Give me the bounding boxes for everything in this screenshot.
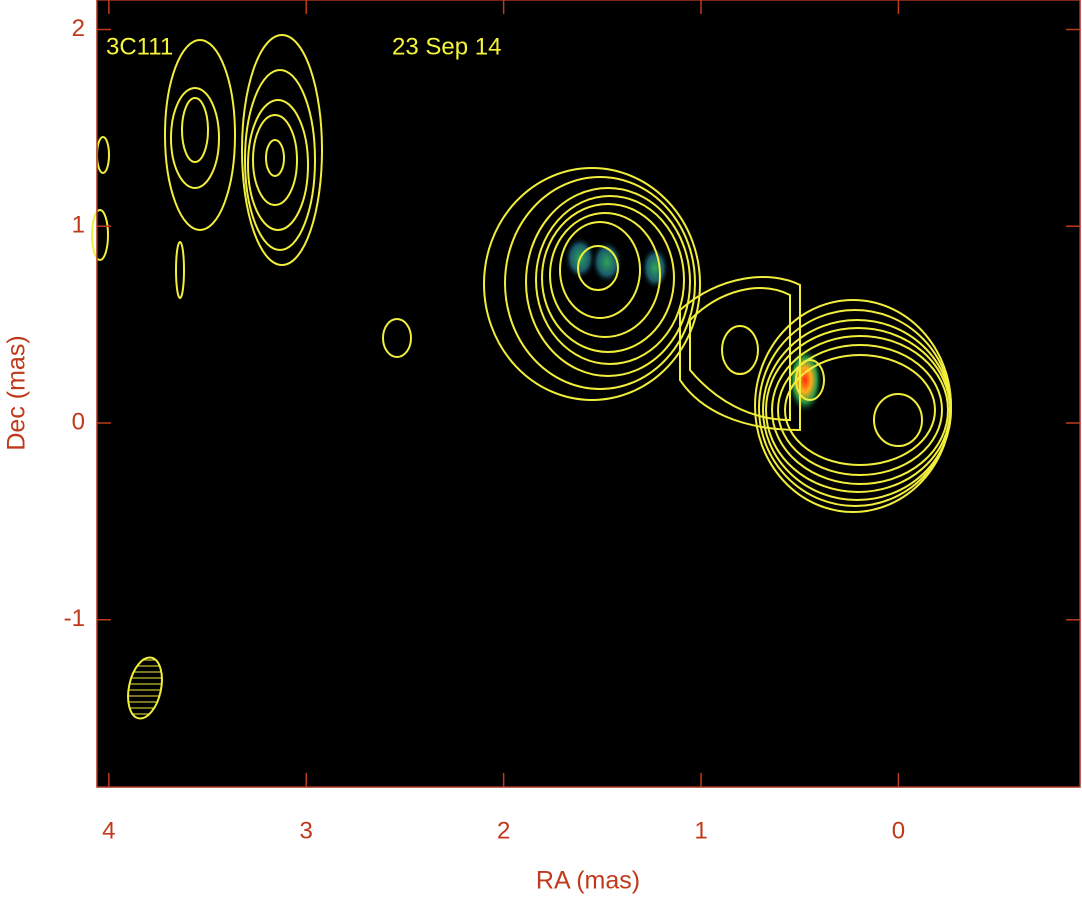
x-tick-label: 0 — [892, 817, 905, 844]
x-axis-label: RA (mas) — [536, 867, 640, 895]
x-tick-label: 3 — [300, 817, 313, 844]
y-tick-label: 1 — [72, 212, 85, 239]
y-tick-label: 2 — [72, 15, 85, 42]
x-tick-label: 4 — [102, 817, 115, 844]
y-tick-label: -1 — [64, 605, 85, 632]
x-tick-label: 1 — [694, 817, 707, 844]
y-axis-label: Dec (mas) — [3, 335, 31, 450]
plot-area — [97, 0, 1080, 787]
y-tick-label: 0 — [72, 408, 85, 435]
plot-frame — [96, 0, 1081, 788]
source-label: 3C111 — [106, 33, 173, 60]
x-tick-label: 2 — [497, 817, 510, 844]
contours — [91, 34, 952, 513]
date-label: 23 Sep 14 — [392, 33, 501, 60]
